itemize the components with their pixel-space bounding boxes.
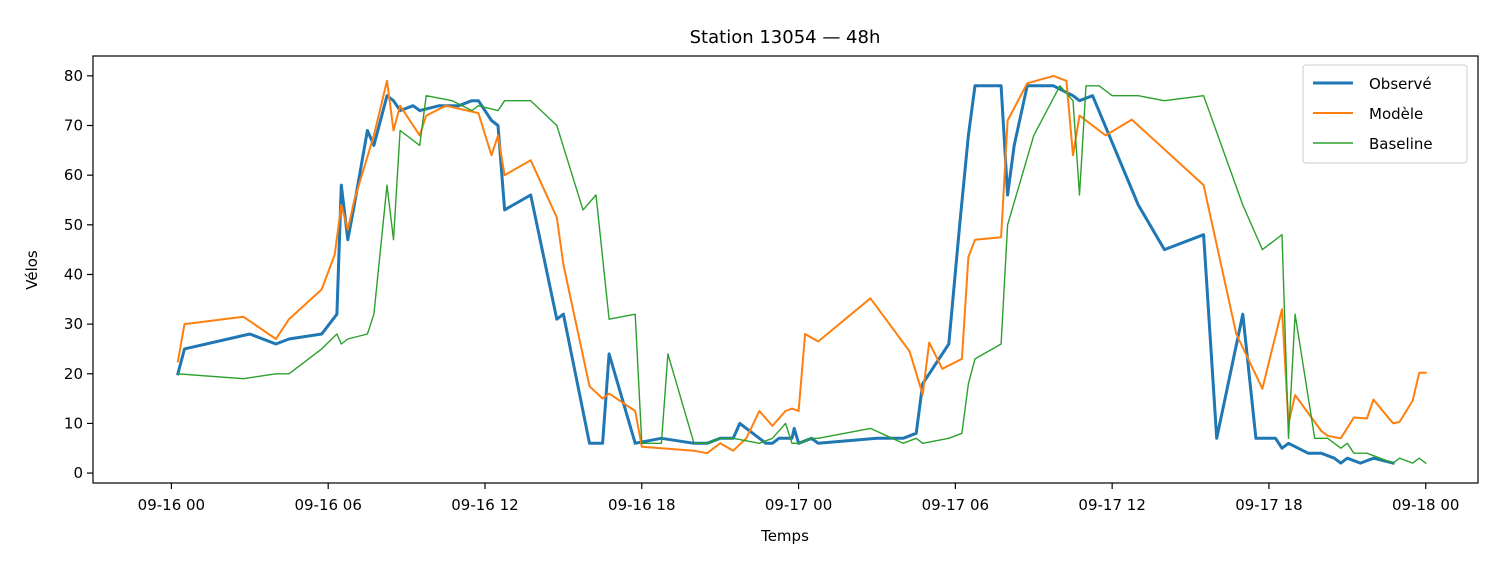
y-tick-label: 80 xyxy=(64,67,83,85)
x-tick-label: 09-16 06 xyxy=(294,496,361,514)
x-tick-label: 09-18 00 xyxy=(1392,496,1459,514)
y-axis-label: Vélos xyxy=(23,250,41,290)
series-line-3 xyxy=(177,85,1427,465)
x-tick-label: 09-17 00 xyxy=(765,496,832,514)
y-tick-label: 0 xyxy=(73,464,83,482)
series-line-1 xyxy=(176,84,1395,465)
legend-label: Observé xyxy=(1369,75,1432,93)
y-axis: 0 10 20 30 40 50 60 70 80 xyxy=(64,67,93,482)
chart-title: Station 13054 — 48h xyxy=(690,27,881,48)
legend-label: Baseline xyxy=(1369,135,1433,153)
x-tick-label: 09-16 12 xyxy=(451,496,518,514)
x-axis-label: Temps xyxy=(760,527,809,545)
legend-box xyxy=(1302,64,1468,164)
x-tick-label: 09-17 06 xyxy=(922,496,989,514)
x-tick-label: 09-17 18 xyxy=(1235,496,1302,514)
y-tick-label: 50 xyxy=(64,216,83,234)
legend-label: Modèle xyxy=(1369,105,1423,123)
x-tick-label: 09-17 12 xyxy=(1078,496,1145,514)
y-tick-label: 20 xyxy=(64,365,83,383)
y-tick-label: 40 xyxy=(64,265,83,283)
plot-frame xyxy=(92,55,1479,484)
series-layer xyxy=(176,74,1427,465)
series-line-2 xyxy=(176,74,1427,455)
y-tick-label: 60 xyxy=(64,166,83,184)
y-tick-label: 30 xyxy=(64,315,83,333)
legend: Observé Modèle Baseline xyxy=(1302,64,1468,164)
y-tick-label: 70 xyxy=(64,117,83,135)
y-tick-label: 10 xyxy=(64,414,83,432)
x-axis: 09-16 00 09-16 06 09-16 12 09-16 18 09-17 00… xyxy=(138,483,1459,514)
x-tick-label: 09-16 18 xyxy=(608,496,675,514)
x-tick-label: 09-16 00 xyxy=(138,496,205,514)
